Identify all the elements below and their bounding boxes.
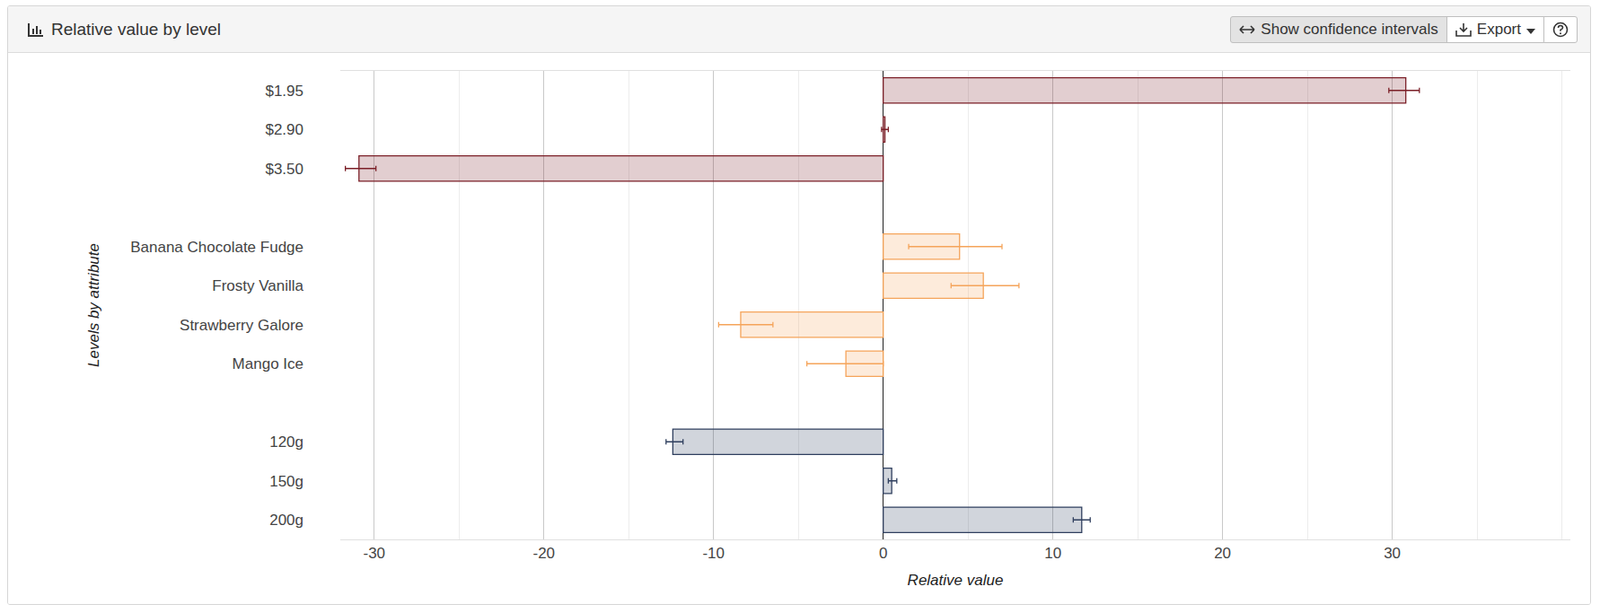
svg-text:$2.90: $2.90 (264, 121, 304, 139)
svg-text:-20: -20 (532, 545, 555, 563)
svg-text:-30: -30 (363, 545, 387, 563)
svg-text:Frosty Vanilla: Frosty Vanilla (211, 277, 304, 295)
html-text:Export: Export (1476, 20, 1521, 38)
svg-text:Levels by attribute: Levels by attribute (85, 243, 103, 368)
svg-text:200g: 200g (269, 511, 304, 529)
svg-text:150g: 150g (269, 473, 304, 491)
svg-text:Relative value: Relative value (907, 571, 1004, 590)
svg-text:Mango Ice: Mango Ice (232, 355, 304, 373)
svg-text:120g: 120g (269, 433, 304, 451)
svg-text:20: 20 (1213, 545, 1231, 563)
svg-text:Strawberry Galore: Strawberry Galore (179, 316, 304, 335)
svg-text:Banana Chocolate Fudge: Banana Chocolate Fudge (130, 238, 304, 256)
svg-text:0: 0 (879, 545, 888, 563)
svg-text:30: 30 (1383, 545, 1401, 563)
html-text:Relative value by level: Relative value by level (51, 19, 221, 39)
html-text:Show confidence intervals: Show confidence intervals (1260, 20, 1439, 38)
svg-text:$1.95: $1.95 (264, 82, 304, 100)
svg-text:10: 10 (1044, 545, 1062, 563)
svg-text:-10: -10 (702, 545, 725, 563)
svg-text:$3.50: $3.50 (264, 160, 304, 178)
